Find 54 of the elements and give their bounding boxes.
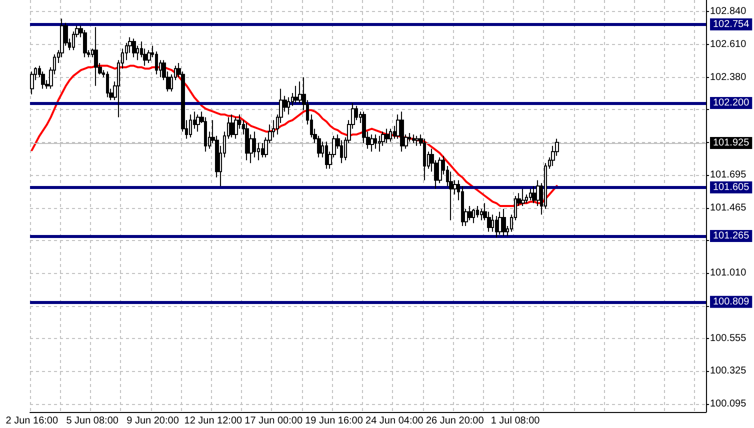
y-tick-label: 101.010 <box>710 268 747 279</box>
candlestick <box>83 30 87 58</box>
candlestick <box>472 208 475 224</box>
x-tick-label: 5 Jun 08:00 <box>66 416 119 426</box>
candlestick <box>234 116 238 140</box>
candlestick <box>423 138 426 181</box>
ref-line-label: 102.754 <box>713 18 750 30</box>
ref-line-label: 101.265 <box>713 230 750 242</box>
y-tick-label: 100.325 <box>710 366 747 377</box>
candlestick <box>132 38 136 58</box>
candlestick <box>147 50 151 64</box>
x-tick-label: 1 Jul 08:00 <box>490 416 540 426</box>
y-tick-label: 102.610 <box>710 38 747 50</box>
x-tick-label: 2 Jun 16:00 <box>6 416 58 426</box>
x-tick-label: 17 Jun 00:00 <box>244 416 303 426</box>
candlestick <box>30 71 34 95</box>
candlestick <box>385 128 389 144</box>
candlestick <box>245 122 249 161</box>
x-tick-label: 19 Jun 16:00 <box>305 416 364 426</box>
candlestick <box>106 71 109 98</box>
candlestick <box>502 208 506 237</box>
ref-line-label: 102.200 <box>713 98 750 108</box>
y-tick-label: 101.465 <box>710 202 747 214</box>
candlestick <box>412 134 415 144</box>
x-tick-label: 9 Jun 20:00 <box>126 416 180 426</box>
y-tick-label: 100.095 <box>710 398 747 410</box>
candlestick <box>495 216 498 238</box>
y-tick-label: 100.555 <box>710 332 747 344</box>
candlestick <box>370 134 374 152</box>
ref-line-label: 100.809 <box>713 296 750 308</box>
candlestick <box>498 211 502 236</box>
ref-line-label: 101.925 <box>713 138 750 149</box>
candlestick <box>230 114 234 138</box>
candlestick <box>521 188 525 206</box>
line-series <box>30 64 558 207</box>
ref-line-label: 101.605 <box>713 182 750 193</box>
candlestick <box>529 188 532 201</box>
candlestick <box>378 135 381 152</box>
candlestick <box>325 141 328 170</box>
candlestick <box>374 134 377 150</box>
candlestick <box>294 85 298 104</box>
candlestick <box>389 128 392 142</box>
candlestick <box>196 114 200 132</box>
candlestick <box>189 114 192 138</box>
candlestick <box>94 26 98 86</box>
candlestick <box>415 135 419 146</box>
y-tick-label: 101.695 <box>710 170 747 181</box>
x-tick-label: 12 Jun 12:00 <box>184 416 243 426</box>
x-tick-label: 26 Jun 20:00 <box>426 416 484 426</box>
y-tick-label: 102.840 <box>710 6 747 17</box>
x-tick-label: 24 Jun 04:00 <box>366 416 424 426</box>
y-tick-label: 102.380 <box>710 72 747 83</box>
candlestick <box>400 111 404 152</box>
candlestick <box>287 96 290 115</box>
